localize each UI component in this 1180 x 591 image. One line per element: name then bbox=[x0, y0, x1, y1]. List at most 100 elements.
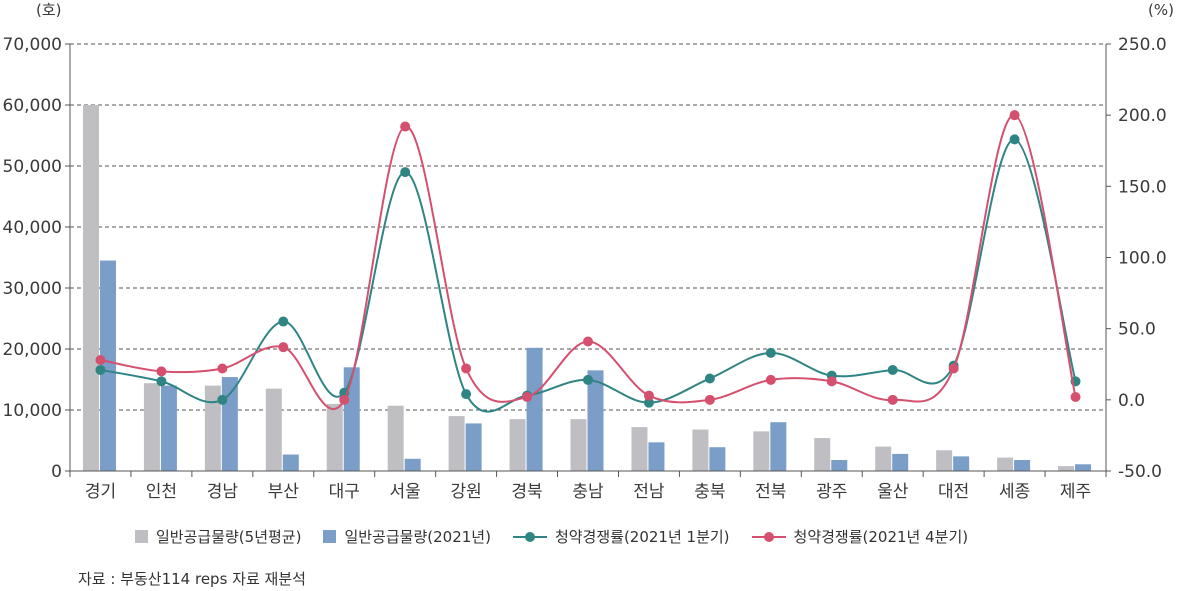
grid-lines bbox=[70, 43, 1106, 411]
bar-2021 bbox=[343, 367, 360, 471]
category-label: 충남 bbox=[572, 482, 604, 502]
category-label: 전남 bbox=[633, 482, 665, 502]
legend-label: 일반공급물량(5년평균) bbox=[156, 528, 302, 546]
category-label: 경북 bbox=[511, 482, 542, 502]
bar-5yr bbox=[814, 438, 831, 471]
point-q4 bbox=[583, 336, 593, 347]
point-q1 bbox=[583, 374, 593, 385]
bar-2021 bbox=[953, 456, 970, 471]
point-q4 bbox=[461, 363, 472, 374]
point-q1 bbox=[461, 389, 472, 400]
category-label: 부산 bbox=[268, 482, 300, 502]
bar-5yr bbox=[82, 105, 99, 471]
point-q1 bbox=[704, 373, 715, 384]
point-q4 bbox=[400, 121, 411, 132]
bar-5yr bbox=[1058, 466, 1075, 471]
point-q1 bbox=[1009, 134, 1020, 145]
point-q4 bbox=[765, 374, 776, 385]
bar-2021 bbox=[648, 442, 665, 471]
y-left-unit: (호) bbox=[36, 1, 62, 19]
bar-5yr bbox=[326, 403, 343, 471]
y-right-tick-label: 0.0 bbox=[1118, 391, 1145, 411]
category-label: 경기 bbox=[85, 482, 116, 502]
y-right-tick-label: 200.0 bbox=[1118, 106, 1167, 126]
bar-5yr bbox=[387, 405, 404, 471]
legend-swatch-line-q1 bbox=[512, 530, 547, 544]
y-left-tick-label: 60,000 bbox=[3, 96, 62, 116]
category-label: 경남 bbox=[207, 482, 239, 502]
category-label: 충북 bbox=[694, 482, 725, 502]
source-note: 자료 : 부동산114 reps 자료 재분석 bbox=[78, 570, 306, 588]
legend: 일반공급물량(5년평균) 일반공급물량(2021년) 청약경쟁률(2021년 1… bbox=[135, 526, 990, 547]
point-q1 bbox=[643, 397, 654, 408]
bar-2021 bbox=[465, 423, 482, 471]
point-q1 bbox=[217, 394, 228, 405]
y-left-tick-label: 30,000 bbox=[3, 279, 62, 299]
bar-2021 bbox=[1014, 460, 1031, 471]
point-q4 bbox=[278, 342, 289, 353]
point-q4 bbox=[826, 376, 837, 387]
y-left-tick-label: 10,000 bbox=[3, 401, 62, 421]
point-q4 bbox=[704, 394, 715, 405]
point-q4 bbox=[156, 366, 167, 377]
point-q4 bbox=[948, 363, 959, 374]
legend-label: 청약경쟁률(2021년 4분기) bbox=[793, 528, 969, 546]
series-line-q4 bbox=[100, 114, 1077, 410]
axes bbox=[65, 43, 1111, 477]
bar-2021 bbox=[160, 385, 177, 471]
point-q4 bbox=[339, 394, 350, 405]
bar-2021 bbox=[587, 370, 604, 471]
legend-item-line-q4: 청약경쟁률(2021년 4분기) bbox=[751, 526, 969, 547]
bar-2021 bbox=[892, 453, 909, 471]
point-q4 bbox=[95, 354, 106, 365]
point-q4 bbox=[522, 391, 533, 402]
legend-label: 일반공급물량(2021년) bbox=[344, 528, 491, 546]
y-left-tick-label: 50,000 bbox=[3, 157, 62, 177]
bar-2021 bbox=[526, 347, 543, 471]
legend-item-line-q1: 청약경쟁률(2021년 1분기) bbox=[512, 526, 730, 547]
bar-5yr bbox=[875, 446, 892, 471]
legend-item-bar-2021: 일반공급물량(2021년) bbox=[323, 526, 491, 547]
bar-5yr bbox=[204, 385, 221, 471]
point-q4 bbox=[1070, 391, 1081, 402]
bar-5yr bbox=[753, 431, 770, 471]
bar-2021 bbox=[99, 260, 116, 471]
category-label: 대전 bbox=[938, 482, 969, 502]
y-right-tick-label: 100.0 bbox=[1118, 249, 1167, 269]
point-q4 bbox=[643, 390, 654, 401]
bar-5yr bbox=[570, 419, 587, 471]
legend-label: 청약경쟁률(2021년 1분기) bbox=[554, 528, 730, 546]
combo-chart: 0 10,000 20,000 30,000 40,000 50,000 60,000 70,… bbox=[3, 1, 1174, 502]
bar-5yr bbox=[143, 383, 160, 471]
bar-5yr bbox=[509, 419, 526, 471]
y-right-tick-label: 150.0 bbox=[1118, 177, 1167, 197]
y-right-unit: (%) bbox=[1148, 1, 1174, 19]
legend-swatch-bar-5yr bbox=[135, 530, 148, 543]
category-label: 세종 bbox=[999, 482, 1030, 502]
point-q1 bbox=[400, 167, 411, 178]
bar-2021 bbox=[221, 377, 238, 471]
y-left-tick-label: 20,000 bbox=[3, 340, 62, 360]
category-label: 울산 bbox=[877, 482, 909, 502]
bar-5yr bbox=[936, 450, 953, 471]
y-right-tick-label: 250.0 bbox=[1118, 35, 1167, 55]
point-q1 bbox=[887, 364, 898, 375]
category-label: 광주 bbox=[816, 482, 847, 502]
point-q4 bbox=[887, 394, 898, 405]
axis-labels: 0 10,000 20,000 30,000 40,000 50,000 60,000 70,… bbox=[3, 1, 1174, 502]
bar-5yr bbox=[448, 416, 465, 471]
category-label: 인천 bbox=[146, 482, 177, 502]
bar-2021 bbox=[831, 460, 848, 471]
y-right-tick-label: -50.0 bbox=[1118, 462, 1162, 482]
bar-5yr bbox=[265, 388, 282, 471]
point-q4 bbox=[1009, 110, 1020, 121]
y-left-tick-label: 0 bbox=[51, 462, 62, 482]
bar-2021 bbox=[1075, 464, 1092, 471]
legend-swatch-bar-2021 bbox=[323, 530, 337, 543]
point-q1 bbox=[95, 364, 106, 375]
y-left-tick-label: 70,000 bbox=[3, 35, 62, 55]
bar-2021 bbox=[770, 422, 787, 471]
category-label: 대구 bbox=[329, 482, 360, 502]
bar-2021 bbox=[282, 454, 299, 471]
y-right-tick-label: 50.0 bbox=[1118, 320, 1156, 340]
